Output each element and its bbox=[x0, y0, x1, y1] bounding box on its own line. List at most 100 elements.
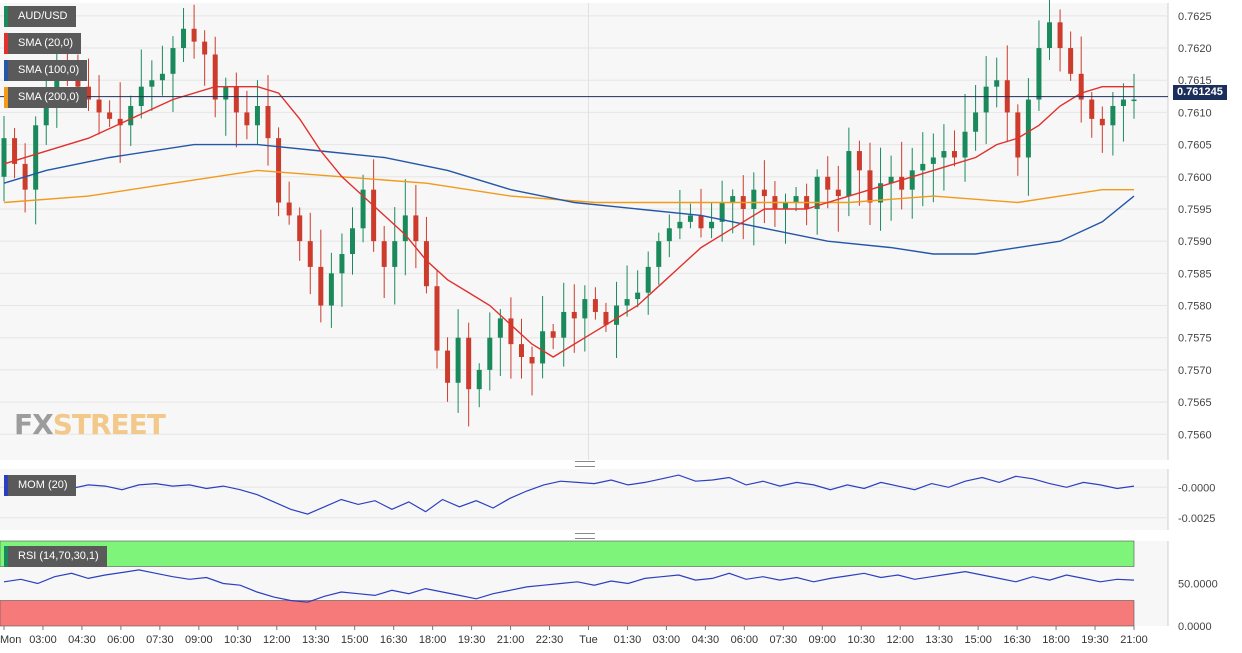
candle-body bbox=[909, 170, 915, 190]
candle-body bbox=[413, 215, 419, 242]
candle-body bbox=[814, 176, 820, 209]
time-tick-label: 04:30 bbox=[68, 634, 96, 646]
candle-body bbox=[476, 369, 482, 390]
rsi-resize-handle[interactable] bbox=[575, 533, 595, 539]
candle-body bbox=[561, 311, 567, 338]
candle-body bbox=[571, 311, 577, 319]
candle-body bbox=[582, 299, 588, 319]
candle-body bbox=[223, 86, 229, 100]
candle-body bbox=[244, 112, 250, 126]
candle-body bbox=[540, 331, 546, 364]
rsi-tick-label: 0.0000 bbox=[1178, 621, 1212, 633]
rsi-overbought-zone bbox=[0, 540, 1135, 567]
candle-body bbox=[159, 73, 165, 81]
candle-body bbox=[751, 189, 757, 209]
rsi-line bbox=[3, 569, 1135, 603]
time-tick-label: 04:30 bbox=[692, 634, 720, 646]
candle-body bbox=[96, 99, 102, 113]
candle-body bbox=[1089, 99, 1095, 119]
candle-body bbox=[550, 331, 556, 338]
candle-body bbox=[75, 77, 81, 87]
momentum-line bbox=[3, 474, 1135, 515]
sma200-line bbox=[3, 169, 1134, 204]
candle-body bbox=[202, 41, 208, 55]
legend-momentum: MOM (20) bbox=[4, 475, 76, 496]
time-tick-label: 15:00 bbox=[341, 634, 369, 646]
price-tick-label: 0.7610 bbox=[1178, 107, 1212, 119]
momentum-tick-label: -0.0025 bbox=[1178, 513, 1215, 525]
last-price-badge: 0.761245 bbox=[1173, 85, 1227, 100]
candle-body bbox=[265, 105, 271, 139]
price-tick-label: 0.7585 bbox=[1178, 268, 1212, 280]
time-tick-label: Tue bbox=[579, 634, 598, 646]
time-tick-label: 09:00 bbox=[185, 634, 213, 646]
candle-body bbox=[1120, 99, 1126, 106]
candle-body bbox=[466, 337, 472, 390]
time-tick-label: 18:00 bbox=[1042, 634, 1070, 646]
candle-body bbox=[43, 96, 49, 126]
legend-sma20: SMA (20,0) bbox=[4, 33, 82, 54]
candle-body bbox=[645, 266, 651, 293]
price-tick-label: 0.7615 bbox=[1178, 75, 1212, 87]
candle-body bbox=[878, 183, 884, 203]
momentum-panel-bg bbox=[0, 469, 1168, 530]
candle-body bbox=[666, 228, 672, 242]
candle-body bbox=[835, 189, 841, 197]
time-tick-label: 01:30 bbox=[614, 634, 642, 646]
momentum-tick-label: -0.0000 bbox=[1178, 482, 1215, 494]
time-tick-label: Mon bbox=[0, 634, 21, 646]
candle-body bbox=[318, 266, 324, 306]
time-tick-label: 13:30 bbox=[302, 634, 330, 646]
candle-body bbox=[687, 215, 693, 222]
candle-body bbox=[254, 105, 260, 126]
time-tick-label: 10:30 bbox=[847, 634, 875, 646]
time-tick-label: 18:00 bbox=[419, 634, 447, 646]
candle-body bbox=[793, 196, 799, 203]
time-tick-label: 03:00 bbox=[653, 634, 681, 646]
candle-body bbox=[1110, 105, 1116, 126]
candle-body bbox=[392, 241, 398, 267]
candle-body bbox=[1047, 22, 1053, 49]
rsi-panel: 50.0000 0.0000 bbox=[0, 540, 1218, 633]
candle-body bbox=[350, 228, 356, 255]
candle-body bbox=[233, 86, 239, 113]
candle-body bbox=[1078, 73, 1084, 100]
price-tick-label: 0.7580 bbox=[1178, 301, 1212, 313]
candle-body bbox=[614, 305, 620, 325]
candle-body bbox=[983, 86, 989, 113]
candle-body bbox=[856, 151, 862, 171]
candle-body bbox=[191, 28, 197, 42]
momentum-resize-handle[interactable] bbox=[575, 461, 595, 467]
candle-body bbox=[994, 80, 1000, 87]
candle-body bbox=[592, 299, 598, 312]
price-panel: 0.7560 0.7565 0.7570 0.7575 0.7580 0.7585 0.75… bbox=[0, 0, 1212, 460]
candle-body bbox=[677, 221, 683, 229]
candle-body bbox=[107, 112, 113, 119]
sma20-line bbox=[3, 86, 1134, 358]
candle-body bbox=[1068, 48, 1074, 74]
time-axis: Mon 03:00 04:30 06:00 07:30 09:00 10:30 12:00 13… bbox=[0, 626, 1148, 646]
candle-body bbox=[920, 163, 926, 171]
price-tick-label: 0.7600 bbox=[1178, 172, 1212, 184]
time-tick-label: 15:00 bbox=[964, 634, 992, 646]
candle-body bbox=[518, 344, 524, 358]
candle-body bbox=[149, 80, 155, 87]
candle-body bbox=[1057, 22, 1063, 49]
time-tick-label: 19:30 bbox=[458, 634, 486, 646]
candle-body bbox=[698, 215, 704, 229]
price-tick-label: 0.7590 bbox=[1178, 236, 1212, 248]
candle-body bbox=[973, 112, 979, 132]
candle-body bbox=[846, 151, 852, 197]
legend-sma100: SMA (100,0) bbox=[4, 60, 88, 81]
candle-body bbox=[360, 189, 366, 229]
candle-body bbox=[930, 157, 936, 164]
price-tick-label: 0.7565 bbox=[1178, 397, 1212, 409]
sma100-line bbox=[3, 143, 1135, 255]
legend-rsi: RSI (14,70,30,1) bbox=[4, 546, 107, 567]
candle-body bbox=[508, 318, 514, 345]
candle-body bbox=[730, 196, 736, 203]
candle-body bbox=[33, 125, 39, 190]
candle-body bbox=[339, 254, 345, 274]
time-tick-label: 16:30 bbox=[1003, 634, 1031, 646]
